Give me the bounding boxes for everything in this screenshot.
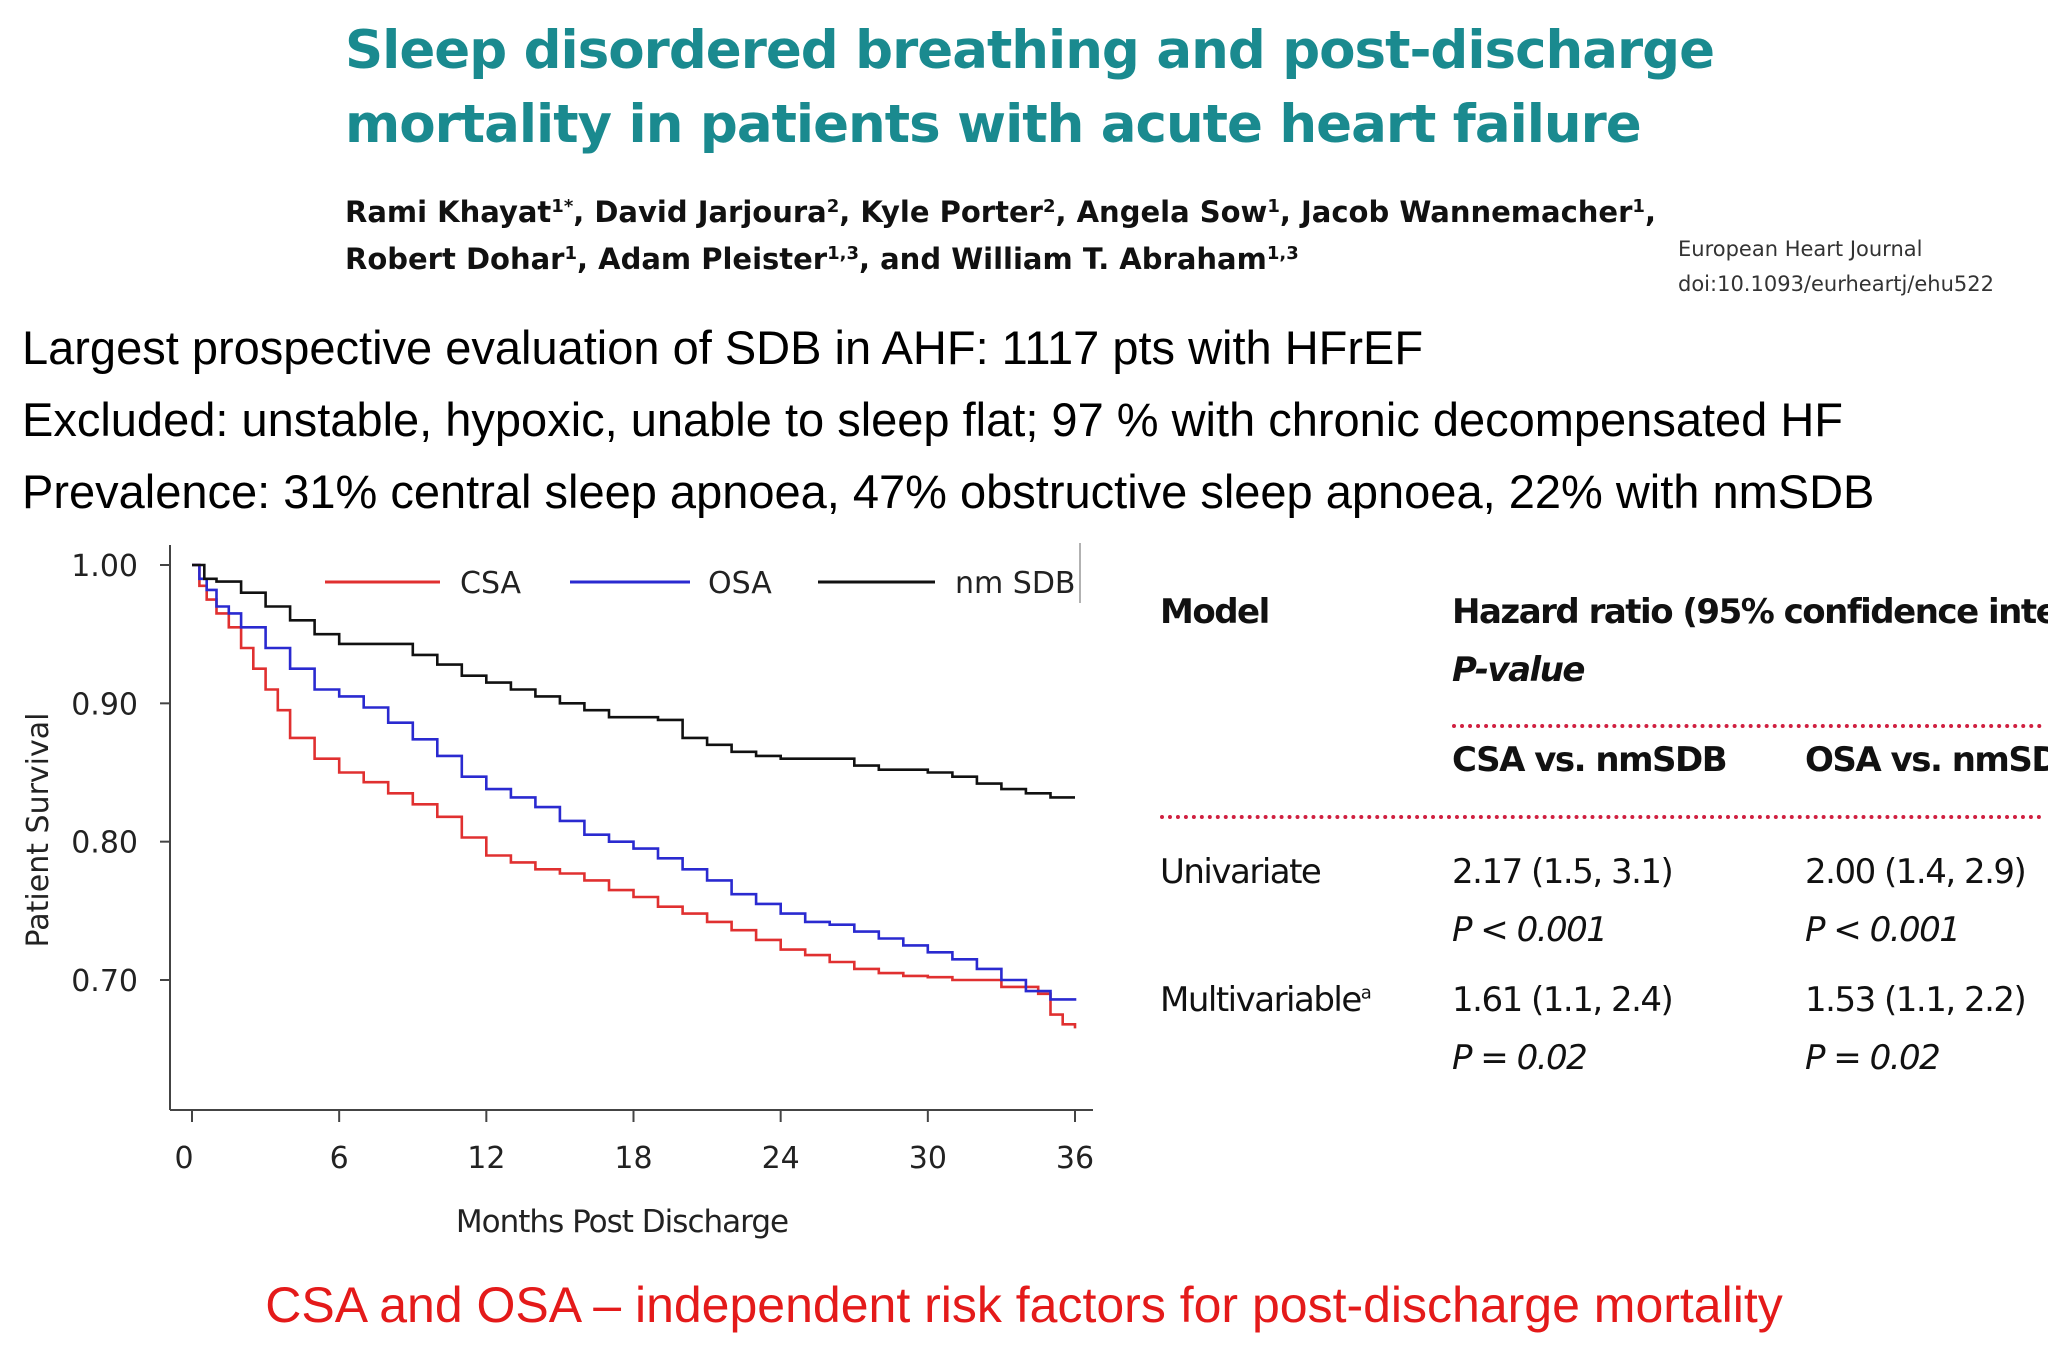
table-column-csa: CSA vs. nmSDB — [1452, 740, 1728, 780]
table-row-model: Univariate — [1160, 852, 1322, 892]
author-affiliation: 2 — [1042, 196, 1056, 217]
x-tick-label: 18 — [614, 1141, 652, 1176]
table-column-osa: OSA vs. nmSDB — [1805, 740, 2048, 780]
author-affiliation: 1 — [1267, 196, 1280, 217]
survival-curve-osa — [192, 563, 1077, 1001]
table-row-model-label: Multivariable — [1160, 980, 1362, 1020]
conclusion-text: CSA and OSA – independent risk factors f… — [265, 1277, 1783, 1333]
y-axis-label: Patient Survival — [21, 713, 56, 948]
table-cell-p: P = 0.02 — [1452, 1038, 1588, 1078]
table-cell-p: P = 0.02 — [1805, 1038, 1941, 1078]
x-tick-label: 0 — [174, 1141, 193, 1176]
hazard-ratio-table: Model Hazard ratio (95% confidence inter… — [1160, 582, 2048, 1102]
paper-title-line-2: mortality in patients with acute heart f… — [345, 94, 1642, 155]
author-name: Kyle Porter — [860, 195, 1043, 229]
y-tick-label: 0.70 — [71, 964, 138, 999]
author-affiliation: 1 — [564, 243, 577, 264]
author-line-2: Robert Dohar1, Adam Pleister1,3, and Wil… — [345, 242, 1299, 276]
table-header-p-value: P-value — [1452, 650, 1585, 690]
author-name: Robert Dohar — [345, 242, 565, 276]
paper-title: Sleep disordered breathing and post-disc… — [345, 14, 1745, 162]
author-name: Angela Sow — [1076, 195, 1268, 229]
author-name: Adam Pleister — [598, 242, 828, 276]
table-cell-hr: 1.53 (1.1, 2.2) — [1805, 980, 2027, 1020]
author-name: Jacob Wannemacher — [1301, 195, 1633, 229]
author-list: Rami Khayat1*, David Jarjoura2, Kyle Por… — [345, 186, 1705, 280]
legend-label: nm SDB — [955, 566, 1076, 601]
survival-curve-nm-sdb — [192, 563, 1075, 799]
journal-citation: European Heart Journal doi:10.1093/eurhe… — [1678, 232, 1994, 302]
author-affiliation: 1* — [551, 196, 574, 217]
author-name: David Jarjoura — [594, 195, 827, 229]
summary-point: Excluded: unstable, hypoxic, unable to s… — [22, 393, 1843, 446]
journal-name: European Heart Journal — [1678, 237, 1923, 261]
table-cell-p: P < 0.001 — [1805, 910, 1961, 950]
table-header-hazard-ratio: Hazard ratio (95% confidence interval), — [1452, 592, 2048, 632]
table-cell-hr: 1.61 (1.1, 2.4) — [1452, 980, 1674, 1020]
y-tick-label: 0.80 — [71, 826, 138, 861]
table-divider — [1160, 815, 2042, 819]
table-cell-hr: 2.17 (1.5, 3.1) — [1452, 852, 1674, 892]
table-header-model: Model — [1160, 592, 1270, 632]
journal-doi: doi:10.1093/eurheartj/ehu522 — [1678, 272, 1994, 296]
author-affiliation: 1,3 — [1266, 243, 1299, 264]
legend-label: CSA — [460, 566, 522, 601]
x-tick-label: 6 — [330, 1141, 349, 1176]
table-row-model: Multivariablea — [1160, 980, 1372, 1020]
author-line-1: Rami Khayat1*, David Jarjoura2, Kyle Por… — [345, 195, 1656, 229]
summary-point: Largest prospective evaluation of SDB in… — [22, 321, 1424, 374]
x-tick-label: 12 — [467, 1141, 505, 1176]
table-divider — [1452, 724, 2042, 728]
author-name: Rami Khayat — [345, 195, 552, 229]
x-tick-label: 24 — [762, 1141, 800, 1176]
author-affiliation: 1,3 — [827, 243, 859, 264]
survival-curve-csa — [192, 563, 1077, 1029]
table-cell-hr: 2.00 (1.4, 2.9) — [1805, 852, 2027, 892]
author-affiliation: 1 — [1632, 196, 1645, 217]
author-affiliation: 2 — [826, 196, 840, 217]
x-axis-label: Months Post Discharge — [456, 1204, 788, 1240]
table-footnote-marker: a — [1360, 982, 1372, 1004]
summary-points: Largest prospective evaluation of SDB in… — [22, 312, 1874, 528]
paper-title-line-1: Sleep disordered breathing and post-disc… — [345, 20, 1715, 81]
legend-label: OSA — [708, 566, 772, 601]
author-name: William T. Abraham — [951, 242, 1267, 276]
y-tick-label: 1.00 — [71, 549, 138, 584]
survival-chart: 0.70 0.80 0.90 1.00 0 6 12 18 24 30 36 Months Post … — [21, 543, 1094, 1240]
summary-point: Prevalence: 31% central sleep apnoea, 47… — [22, 465, 1875, 518]
x-tick-label: 30 — [909, 1141, 947, 1176]
y-tick-label: 0.90 — [71, 687, 138, 722]
x-tick-label: 36 — [1056, 1141, 1094, 1176]
table-cell-p: P < 0.001 — [1452, 910, 1608, 950]
